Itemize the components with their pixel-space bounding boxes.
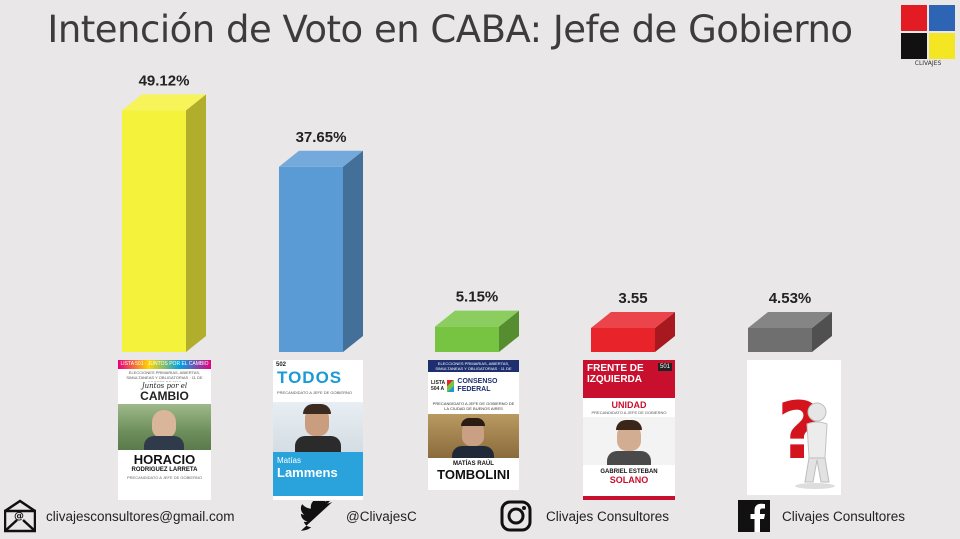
footer-email: @ clivajesconsultores@gmail.com [4,496,235,536]
party-logo-icon [446,380,455,392]
bar-4 [591,312,675,352]
logo-square-yellow [929,33,955,59]
party-banner: FRENTE DE IZQUIERDA 501 [583,360,675,398]
name-panel: Matías Lammens [273,452,363,496]
card-header: ELECCIONES PRIMARIAS, ABIERTAS, SIMULTAN… [126,370,203,382]
bar-3 [435,310,519,352]
candidate-card-other: ? [747,360,841,495]
clivajes-logo: CLIVAJES [900,3,956,69]
logo-square-black [901,33,927,59]
envelope-icon: @ [4,499,36,533]
bar-value-label: 37.65% [296,129,347,146]
list-number: 502 [276,362,287,368]
candidate-photo [583,417,675,465]
card-role: PRECANDIDATO A JEFE DE GOBIERNO [127,475,202,480]
bar-1 [122,94,206,353]
card-subtitle: PRECANDIDATO A JEFE DE GOBIERNO [277,390,352,395]
instagram-icon [500,500,532,532]
footer-twitter-text[interactable]: @ClivajesC [346,508,417,524]
bar-front-face [748,328,812,352]
candidate-last-name: TOMBOLINI [437,467,510,482]
footer-email-text[interactable]: clivajesconsultores@gmail.com [46,508,235,524]
candidate-card-solano: FRENTE DE IZQUIERDA 501 UNIDAD PRECANDID… [583,360,675,500]
bar-side-face [343,150,363,352]
candidate-first-name: GABRIEL ESTEBAN [600,469,658,475]
bar-front-face [591,328,655,352]
candidate-first-name: MATÍAS RAÚL [453,461,494,467]
party-name-2: CAMBIO [140,389,189,403]
logo-text: CLIVAJES [914,60,942,67]
bar-front-face [435,326,499,352]
bar-top-face [435,310,519,327]
card-strip: LISTA 501 · JUNTOS POR EL CAMBIO [118,360,211,369]
candidate-card-larreta: LISTA 501 · JUNTOS POR EL CAMBIO ELECCIO… [118,360,211,500]
party-name-2: IZQUIERDA [587,374,642,385]
svg-text:@: @ [14,511,24,522]
party-name: CONSENSO FEDERAL [457,378,498,393]
candidate-card-tombolini: ELECCIONES PRIMARIAS, ABIERTAS, SIMULTAN… [428,360,519,490]
candidate-photo [273,402,363,452]
bar-side-face [812,312,832,352]
bar-top-face [591,312,675,328]
bar-5 [748,312,832,352]
party-name: Juntos por el [141,382,188,390]
chart-title: Intención de Voto en CABA: Jefe de Gobie… [47,8,853,51]
card-role: PRECANDIDATO A JEFE DE GOBIERNO [591,410,667,415]
bar-value-label: 4.53% [769,290,812,307]
candidate-first-name: HORACIO [133,452,196,467]
card-role: PRECANDIDATO A JEFE DE GOBIERNO DE LA CI… [432,401,515,411]
bar-value-label: 5.15% [456,289,499,306]
candidate-last-name: RODRIGUEZ LARRETA [131,467,198,473]
candidate-last-name: SOLANO [609,475,649,485]
footer-twitter: @ClivajesC [300,496,417,536]
bar-top-face [748,312,832,328]
bar-front-face [279,166,343,352]
list-number: 501 [657,363,672,371]
candidate-photo [118,404,211,450]
bar-side-face [186,94,206,353]
footer-instagram-text[interactable]: Clivajes Consultores [546,508,670,524]
logo-square-red [901,5,927,31]
party-name: FRENTE DE [587,363,644,374]
bar-value-label: 49.12% [139,72,190,89]
candidate-last-name: Lammens [277,465,338,480]
bar-2 [279,150,363,352]
footer-facebook: Clivajes Consultores [738,496,905,536]
logo-square-blue [929,5,955,31]
bar-value-label: 3.55 [618,290,647,307]
bar-side-face [499,310,519,352]
candidate-first-name: Matías [277,456,302,465]
question-figure-icon: ? [777,387,835,489]
facebook-icon [738,500,770,532]
card-subtitle: UNIDAD [611,400,647,410]
footer-facebook-text[interactable]: Clivajes Consultores [782,508,906,524]
candidate-card-lammens: 502 TODOS PRECANDIDATO A JEFE DE GOBIERN… [273,360,363,500]
bar-side-face [655,312,675,352]
bar-front-face [122,110,186,353]
twitter-icon [300,501,333,531]
footer-instagram: Clivajes Consultores [500,496,669,536]
party-name: TODOS [277,368,343,387]
card-header: ELECCIONES PRIMARIAS, ABIERTAS, SIMULTAN… [428,360,519,372]
bar-top-face [122,94,206,111]
candidate-photo [428,414,519,458]
list-number: LISTA 504 A [431,380,445,392]
bar-top-face [279,150,363,167]
